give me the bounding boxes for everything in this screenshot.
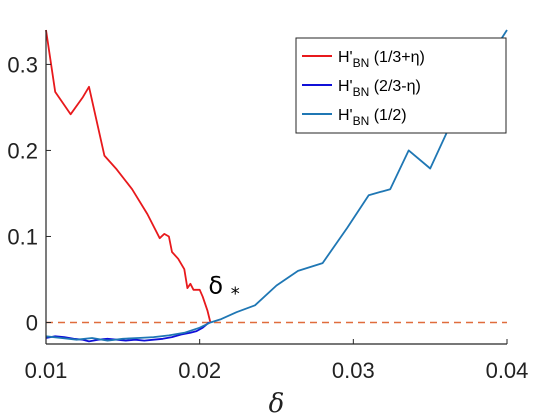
y-tick-label: 0.3 (7, 52, 38, 77)
x-axis-label: δ (269, 389, 285, 419)
delta-star-annotation: δ * (208, 271, 239, 304)
series-group (45, 29, 508, 343)
y-axis-ticks: 0 0.1 0.2 0.3 (7, 52, 51, 335)
x-tick-label: 0.01 (25, 358, 68, 383)
series-line-1 (45, 29, 212, 323)
y-tick-label: 0.2 (7, 138, 38, 163)
legend-label-3: H'BN (1/2) (338, 107, 407, 128)
legend-label-2: H'BN (2/3-η) (338, 78, 421, 99)
legend-label-1: H'BN (1/3+η) (338, 49, 425, 70)
x-axis-ticks: 0.01 0.02 0.03 0.04 (25, 339, 529, 383)
x-tick-label: 0.02 (178, 358, 221, 383)
annotation-main: δ (208, 271, 223, 299)
x-tick-label: 0.04 (486, 358, 529, 383)
series-line-3 (45, 29, 508, 342)
x-tick-label: 0.03 (332, 358, 375, 383)
annotation-subscript: * (231, 283, 240, 304)
y-tick-label: 0.1 (7, 224, 38, 249)
y-tick-label: 0 (26, 310, 38, 335)
legend-entries: H'BN (1/3+η) H'BN (2/3-η) H'BN (1/2) (302, 49, 425, 128)
legend: H'BN (1/3+η) H'BN (2/3-η) H'BN (1/2) (295, 37, 507, 134)
